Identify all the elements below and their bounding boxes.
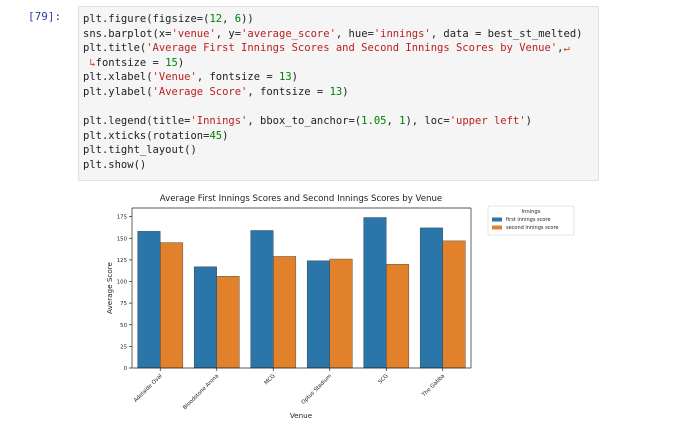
code-token: 'innings' bbox=[373, 27, 431, 40]
code-token: , y= bbox=[215, 27, 242, 40]
code-token: 'Average Score' bbox=[152, 85, 248, 98]
code-token: 15 bbox=[165, 56, 178, 69]
code-line: sns.barplot(x='venue', y='average_score'… bbox=[83, 27, 594, 42]
bar-second-innings bbox=[386, 264, 410, 369]
code-token: fontsize = bbox=[95, 56, 166, 69]
code-token: ) bbox=[222, 129, 229, 142]
code-line: plt.title('Average First Innings Scores … bbox=[83, 41, 594, 56]
code-token: 1.05 bbox=[361, 115, 387, 128]
code-token: plt.figure(figsize=( bbox=[83, 13, 210, 25]
code-line: plt.figure(figsize=(12, 6)) bbox=[83, 12, 594, 27]
code-token: 'Venue' bbox=[152, 71, 197, 84]
code-line: plt.ylabel('Average Score', fontsize = 1… bbox=[83, 85, 594, 100]
code-line: plt.show() bbox=[83, 158, 594, 173]
code-token: 6 bbox=[234, 13, 242, 25]
code-token: ), loc= bbox=[405, 115, 450, 128]
code-token: 'venue' bbox=[171, 27, 216, 40]
y-tick-label: 75 bbox=[120, 301, 127, 307]
legend-swatch bbox=[492, 225, 502, 230]
y-tick-label: 0 bbox=[124, 366, 128, 372]
code-token: plt.xlabel( bbox=[83, 71, 153, 84]
code-token: , bbox=[557, 42, 564, 55]
x-tick-label: MCG bbox=[264, 373, 277, 386]
code-token: 45 bbox=[209, 129, 223, 142]
code-token: 12 bbox=[209, 13, 223, 25]
code-token: )) bbox=[241, 13, 254, 25]
bar-second-innings bbox=[442, 240, 466, 369]
cell-output: Average First Innings Scores and Second … bbox=[78, 186, 598, 421]
code-token: plt.tight_layout() bbox=[83, 144, 197, 157]
bar-first-innings bbox=[419, 227, 443, 369]
code-token: sns.barplot(x= bbox=[83, 27, 172, 40]
x-tick-label: Adelaide Oval bbox=[133, 373, 164, 404]
x-axis-label: Venue bbox=[290, 411, 313, 420]
code-token: plt.show() bbox=[83, 158, 147, 171]
legend-frame bbox=[487, 205, 575, 236]
code-token: , fontsize = bbox=[196, 71, 279, 84]
y-tick-label: 175 bbox=[117, 215, 127, 221]
x-tick-label: The Gabba bbox=[420, 373, 446, 399]
code-token: 'upper left' bbox=[449, 115, 526, 128]
bar-first-innings bbox=[193, 266, 217, 369]
bar-first-innings bbox=[250, 230, 274, 369]
code-token: , bbox_to_anchor=( bbox=[247, 115, 362, 128]
bar-second-innings bbox=[216, 276, 240, 369]
bar-first-innings bbox=[306, 260, 330, 369]
y-tick-label: 50 bbox=[120, 323, 127, 329]
cell-prompt: [79]: bbox=[28, 10, 62, 23]
x-tick-label: Bloodstone Arena bbox=[182, 373, 220, 411]
code-token: ↳ bbox=[83, 56, 96, 69]
code-token: , bbox=[386, 115, 400, 128]
legend-swatch bbox=[492, 217, 502, 222]
y-tick-label: 100 bbox=[117, 280, 128, 286]
code-cell[interactable]: plt.figure(figsize=(12, 6)) sns.barplot(x… bbox=[78, 6, 599, 181]
code-token: ) bbox=[525, 115, 532, 128]
bars bbox=[137, 217, 466, 369]
code-token: ) bbox=[291, 71, 298, 84]
bar-first-innings bbox=[363, 217, 387, 369]
legend-entry: first innings score bbox=[506, 217, 550, 223]
chart-title: Average First Innings Scores and Second … bbox=[160, 194, 442, 204]
legend-entry: second innings score bbox=[506, 225, 559, 231]
code-token: 'Average First Innings Scores and Second… bbox=[146, 42, 558, 55]
legend-title: Innings bbox=[522, 209, 541, 215]
bar-first-innings bbox=[137, 231, 161, 369]
code-token: 13 bbox=[279, 71, 292, 84]
x-axis: Adelaide Oval Bloodstone Arena MCG Optus St… bbox=[133, 368, 446, 411]
code-token: plt.title( bbox=[83, 42, 147, 55]
code-token: 'average_score' bbox=[241, 27, 336, 40]
bar-chart: Average First Innings Scores and Second … bbox=[105, 194, 575, 420]
bar-second-innings bbox=[273, 256, 297, 369]
code-line: plt.xticks(rotation=45) bbox=[83, 129, 594, 144]
code-token: , data = best_st_melted) bbox=[430, 27, 583, 40]
code-token: plt.xticks(rotation= bbox=[83, 129, 210, 142]
legend: Innings first innings score second innings… bbox=[487, 205, 575, 236]
code-token: plt.legend(title= bbox=[83, 115, 191, 128]
y-axis-label: Average Score bbox=[105, 261, 114, 314]
code-token: , bbox=[222, 13, 235, 25]
code-line: plt.xlabel('Venue', fontsize = 13) bbox=[83, 70, 594, 85]
code-token: ) bbox=[177, 56, 185, 69]
y-axis: 0 25 50 75 100 125 150 175 bbox=[117, 215, 132, 372]
code-line bbox=[83, 100, 594, 115]
code-token: ) bbox=[342, 85, 349, 98]
code-token: ↵ bbox=[563, 42, 570, 55]
y-tick-label: 25 bbox=[120, 344, 127, 350]
y-tick-label: 125 bbox=[117, 258, 127, 264]
code-token: , hue= bbox=[335, 27, 374, 40]
code-token: 'Innings' bbox=[190, 115, 248, 128]
code-line: plt.legend(title='Innings', bbox_to_anch… bbox=[83, 114, 594, 129]
bar-second-innings bbox=[160, 242, 184, 369]
code-token: , fontsize = bbox=[247, 85, 330, 98]
code-token: plt.ylabel( bbox=[83, 85, 153, 98]
code-line: plt.tight_layout() bbox=[83, 143, 594, 158]
x-tick-label: Optus Stadium bbox=[301, 373, 334, 406]
code-token: 13 bbox=[329, 85, 343, 98]
code-token: 1 bbox=[399, 115, 406, 128]
code-line: ↳fontsize = 15) bbox=[83, 56, 594, 71]
y-tick-label: 150 bbox=[117, 236, 128, 242]
code-editor[interactable]: plt.figure(figsize=(12, 6)) sns.barplot(x… bbox=[79, 7, 598, 173]
bar-second-innings bbox=[329, 258, 353, 369]
x-tick-label: SCG bbox=[377, 373, 389, 385]
